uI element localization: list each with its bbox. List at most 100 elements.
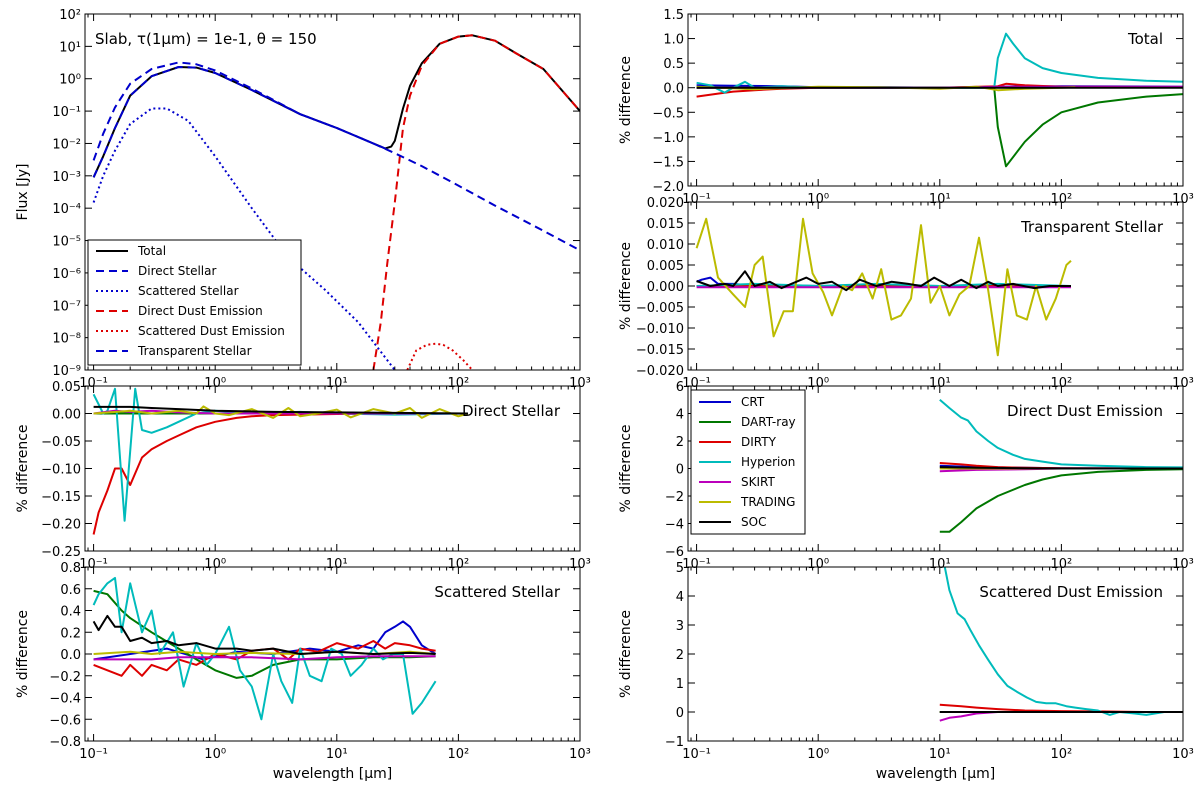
y-axis-label: % difference [15,610,31,698]
y-tick-label: 10⁻⁹ [52,364,81,379]
y-tick-label: 10⁻⁸ [52,332,81,347]
x-tick-label: 10² [448,747,470,762]
y-tick-label: 1 [676,677,684,692]
series-line-scattered-stellar [92,107,396,370]
y-tick-label: 0.00 [52,408,81,423]
y-axis-label: % difference [618,610,634,698]
series-group [939,399,1183,533]
y-tick-label: 0.8 [60,561,81,576]
y-tick-label: 3 [676,619,684,634]
y-tick-label: −0.020 [636,364,684,379]
series-line-dirty [92,412,468,535]
series-group [92,576,437,721]
y-tick-label: 10⁻⁴ [52,202,81,217]
y-tick-label: 10⁰ [59,73,81,88]
series-line-transparent-stellar [92,61,580,252]
legend: CRT DART-ray DIRTY Hyperion SKIRT TRADING SOC [690,389,806,535]
legend-entry: SOC [741,515,766,529]
series-group [695,217,1072,357]
x-tick-label: 10⁻¹ [682,376,711,391]
legend: Total Direct Stellar Scattered Stellar Dire… [87,239,302,366]
series-group [92,34,580,370]
y-tick-label: −6 [665,545,684,560]
y-tick-label: 0.020 [647,196,684,211]
series-group [696,32,1183,168]
legend-entry: Hyperion [741,455,795,469]
series-line-dart-ray [93,589,436,679]
y-tick-label: 0.2 [60,626,81,641]
y-tick-label: 0.0 [60,648,81,663]
series-line-hyperion [939,399,1183,469]
legend-entry: Direct Stellar [138,264,216,278]
y-tick-label: −0.5 [652,106,684,121]
x-tick-label: 10¹ [326,747,348,762]
y-tick-label: −0.05 [41,435,81,450]
panel-title: Direct Dust Emission [1007,402,1163,420]
y-tick-label: 0 [676,706,684,721]
series-line-scattered-dust-emission [406,342,474,370]
series-line-skirt [939,711,1183,722]
legend-entry: Scattered Stellar [138,284,239,298]
series-line-dart-ray [696,86,1183,168]
y-tick-label: 10⁻⁶ [52,267,81,282]
x-tick-label: 10³ [1172,747,1194,762]
y-tick-label: −0.25 [41,545,81,560]
y-tick-label: 1.5 [663,8,684,23]
y-axis-label: % difference [15,424,31,512]
x-tick-label: 10⁰ [807,747,829,762]
legend-entry: Scattered Dust Emission [138,324,285,338]
legend-entry: Transparent Stellar [137,344,252,358]
y-tick-label: −0.4 [49,692,81,707]
y-tick-label: 2 [676,648,684,663]
panel-flux: 10⁻¹ 10⁰ 10¹ 10² 10³10⁻⁹10⁻⁸10⁻⁷10⁻⁶10⁻⁵10⁻⁴… [15,8,591,391]
y-tick-label: 6 [676,380,684,395]
y-tick-label: −0.8 [49,735,81,750]
y-tick-label: 0.015 [647,217,684,232]
panel-title: Direct Stellar [462,402,561,420]
y-tick-label: 10⁻² [52,137,81,152]
panel-direct-stellar: 10⁻¹ 10⁰ 10¹ 10² 10³−0.25−0.20−0.15−0.10−0.0… [15,380,591,572]
panel-title: Scattered Dust Emission [979,583,1163,601]
y-tick-label: 10⁻⁵ [52,235,81,250]
series-line-soc [696,270,1071,292]
legend-entry: CRT [741,395,765,409]
y-tick-label: 0.0 [663,82,684,97]
panel-title: Slab, τ(1μm) = 1e-1, θ = 150 [95,30,317,48]
y-tick-label: 1.0 [663,33,684,48]
y-tick-label: 0.000 [647,280,684,295]
series-group [92,387,469,535]
legend-entry: SKIRT [741,475,775,489]
y-tick-label: 0.005 [647,259,684,274]
y-tick-label: −0.15 [41,490,81,505]
panel-transparent: 10⁻¹ 10⁰ 10¹ 10² 10³−0.020−0.015−0.010−0.005… [618,196,1194,391]
y-tick-label: 0.05 [52,380,81,395]
y-tick-label: −2 [665,490,684,505]
y-axis-label: % difference [618,56,634,144]
y-tick-label: −0.20 [41,518,81,533]
axes-frame [687,13,1184,187]
y-tick-label: 10² [59,8,81,23]
series-line-soc [93,405,469,415]
y-tick-label: 10⁻¹ [52,105,81,120]
y-tick-label: 10⁻³ [52,170,81,185]
y-axis-label: Flux [Jy] [15,164,31,221]
panel-title: Transparent Stellar [1020,218,1164,236]
series-line-dirty [939,703,1183,713]
series-line-dart-ray [939,468,1183,533]
y-tick-label: −0.015 [636,343,684,358]
y-tick-label: −0.005 [636,301,684,316]
x-tick-label: 10⁰ [204,747,226,762]
x-tick-label: 10⁻¹ [79,376,108,391]
panel-scattered-dust: 10⁻¹ 10⁰ 10¹ 10² 10³ −1 0 1 2 3 4 5 Scattered Dust E… [618,561,1194,782]
x-tick-label: 10¹ [929,747,951,762]
panel-title: Total [1127,30,1163,48]
y-tick-label: 10⁻⁷ [52,299,81,314]
series-line-total [92,34,580,178]
panel-total: 10⁻¹ 10⁰ 10¹ 10² 10³−2.0−1.5−1.0−0.50.00.51.… [618,8,1194,207]
y-tick-label: −4 [665,518,684,533]
legend-entry: DART-ray [741,415,796,429]
y-tick-label: −1.0 [652,131,684,146]
y-axis-label: % difference [618,242,634,330]
legend-entry: TRADING [740,495,795,509]
series-line-direct-dust-emission [372,34,580,370]
